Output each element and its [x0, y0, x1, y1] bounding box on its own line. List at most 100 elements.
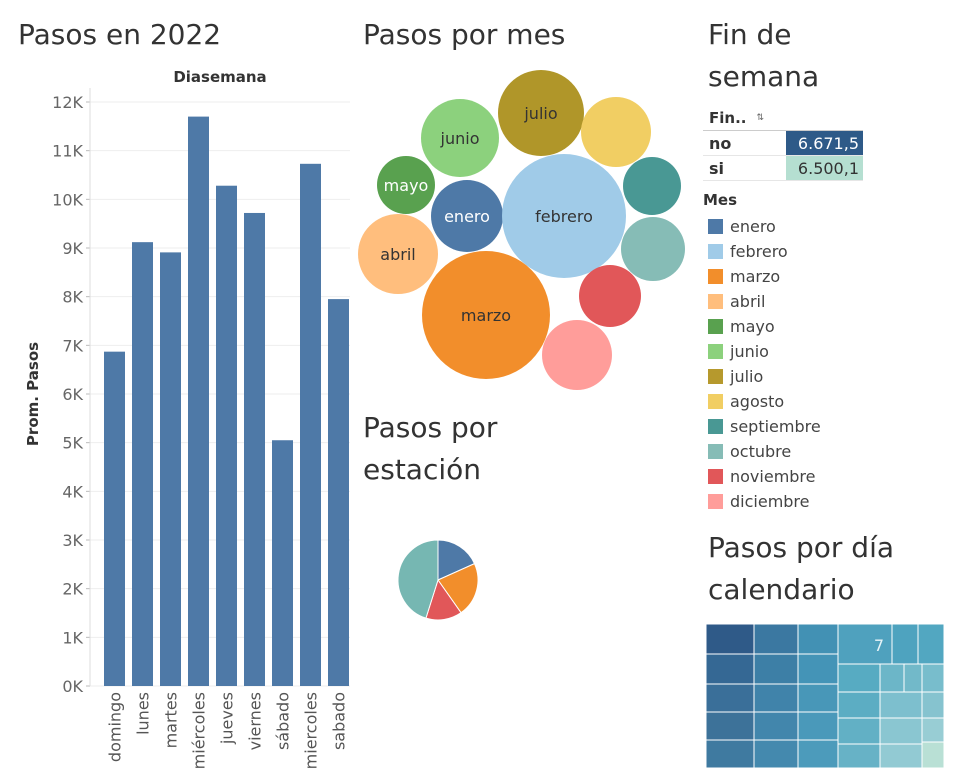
legend-item-septiembre[interactable]: septiembre — [708, 414, 821, 439]
fin-semana-rows: no 6.671,5 si 6.500,1 — [703, 131, 863, 181]
legend-swatch — [708, 394, 723, 409]
y-tick-label: 0K — [62, 677, 83, 696]
bar-miércoles — [188, 116, 209, 687]
treemap-cell — [879, 717, 923, 745]
treemap-cell — [753, 683, 799, 713]
legend-item-junio[interactable]: junio — [708, 339, 769, 364]
bubble-label: junio — [440, 129, 480, 148]
title-fin-semana: Fin de semana — [708, 14, 819, 98]
legend-label: octubre — [730, 442, 792, 461]
legend-item-octubre[interactable]: octubre — [708, 439, 791, 464]
y-tick-label: 1K — [62, 628, 83, 647]
legend-item-julio[interactable]: julio — [708, 364, 763, 389]
bar-martes — [160, 252, 181, 686]
fin-semana-header-label: Fin.. — [709, 109, 747, 127]
bar-chart-weekday: Diasemana 0K 1K 2K 3K 4K 5K 6K 7K 8K 9K 10K 11K 12K Pr… — [24, 68, 350, 769]
legend-item-agosto[interactable]: agosto — [708, 389, 784, 414]
x-tick-label: domingo — [106, 692, 125, 762]
bubble-junio — [421, 99, 499, 177]
title-pasos-estacion-line1: Pasos por — [363, 411, 498, 444]
treemap-cell — [903, 663, 923, 693]
treemap-cell — [706, 624, 755, 655]
fin-semana-row-label: si — [709, 158, 725, 178]
legend-item-febrero[interactable]: febrero — [708, 239, 788, 264]
legend-label: julio — [730, 367, 764, 386]
legend-label: mayo — [730, 317, 775, 336]
sort-icon[interactable]: ⇅ — [756, 113, 765, 123]
bar-miercoles — [300, 163, 321, 687]
title-pasos-dia-line1: Pasos por día — [708, 531, 895, 564]
pie-chart-season — [397, 539, 479, 621]
y-tick-label: 5K — [62, 434, 83, 453]
y-tick-label: 9K — [62, 239, 83, 258]
bar-chart-header: Diasemana — [173, 68, 266, 86]
fin-semana-header[interactable]: Fin.. ⇅ — [703, 106, 863, 131]
x-tick-label: martes — [162, 692, 181, 748]
y-tick-label: 6K — [62, 385, 83, 404]
x-tick-label: jueves — [218, 692, 237, 745]
treemap-cell — [879, 691, 923, 719]
treemap-cell — [706, 739, 755, 768]
y-tick-label: 10K — [52, 190, 83, 209]
treemap-cell — [753, 653, 799, 685]
treemap-cell — [706, 653, 755, 685]
pie-slice-0 — [437, 539, 476, 581]
treemap-cell — [837, 743, 881, 768]
fin-semana-row-label: no — [709, 133, 732, 153]
pie-slice-3 — [397, 539, 439, 619]
treemap-cell — [753, 624, 799, 655]
x-tick-label: miercoles — [302, 692, 321, 769]
bar-viernes — [244, 212, 265, 686]
bubble-julio — [498, 70, 584, 156]
treemap-cell — [921, 717, 944, 743]
legend-item-noviembre[interactable]: noviembre — [708, 464, 816, 489]
legend-label: abril — [730, 292, 766, 311]
legend-item-abril[interactable]: abril — [708, 289, 765, 314]
fin-semana-table: Fin.. ⇅ no 6.671,5 si 6.500,1 — [703, 106, 863, 181]
bubble-abril — [358, 214, 438, 294]
title-pasos-dia-line2: calendario — [708, 573, 855, 606]
bubble-month-6 — [623, 157, 681, 215]
fin-semana-row-si[interactable]: si 6.500,1 — [703, 156, 863, 181]
legend-label: enero — [730, 217, 776, 236]
treemap-cell — [837, 624, 893, 665]
treemap-cell — [797, 683, 839, 713]
fin-semana-row-value: 6.500,1 — [785, 156, 863, 180]
y-axis-label: Prom. Pasos — [24, 342, 42, 446]
bar-domingo — [104, 351, 125, 686]
fin-semana-row-no[interactable]: no 6.671,5 — [703, 131, 863, 156]
y-tick-label: 3K — [62, 531, 83, 550]
legend-swatch — [708, 219, 723, 234]
bubble-month-7 — [621, 217, 685, 281]
legend-item-marzo[interactable]: marzo — [708, 264, 780, 289]
x-tick-label: lunes — [134, 692, 153, 735]
y-tick-label: 12K — [52, 93, 83, 112]
legend-item-mayo[interactable]: mayo — [708, 314, 775, 339]
legend-item-enero[interactable]: enero — [708, 214, 776, 239]
title-pasos-mes: Pasos por mes — [363, 18, 566, 51]
treemap-cell — [797, 711, 839, 741]
bar-lunes — [132, 242, 153, 686]
title-fin-semana-line2: semana — [708, 60, 820, 93]
legend-title: Mes — [703, 191, 738, 209]
pie-slice-1 — [437, 562, 479, 614]
x-tick-label: viernes — [246, 692, 265, 750]
bubble-label: febrero — [535, 207, 593, 226]
treemap-cell — [891, 624, 919, 665]
treemap-cell — [706, 711, 755, 741]
treemap-cell — [706, 683, 755, 713]
title-pasos-estacion-line2: estación — [363, 453, 482, 486]
legend-swatch — [708, 319, 723, 334]
x-tick-label: miércoles — [190, 692, 209, 769]
legend-item-diciembre[interactable]: diciembre — [708, 489, 810, 514]
legend-swatch — [708, 444, 723, 459]
treemap-cell — [837, 691, 881, 719]
fin-semana-row-value: 6.671,5 — [785, 131, 863, 155]
treemap-cell — [797, 624, 839, 655]
treemap-cell — [879, 743, 923, 768]
bubble-label: enero — [444, 207, 490, 226]
legend-label: septiembre — [730, 417, 821, 436]
treemap-cell — [837, 663, 881, 693]
x-tick-label: sabado — [330, 692, 349, 750]
legend-label: diciembre — [730, 492, 810, 511]
